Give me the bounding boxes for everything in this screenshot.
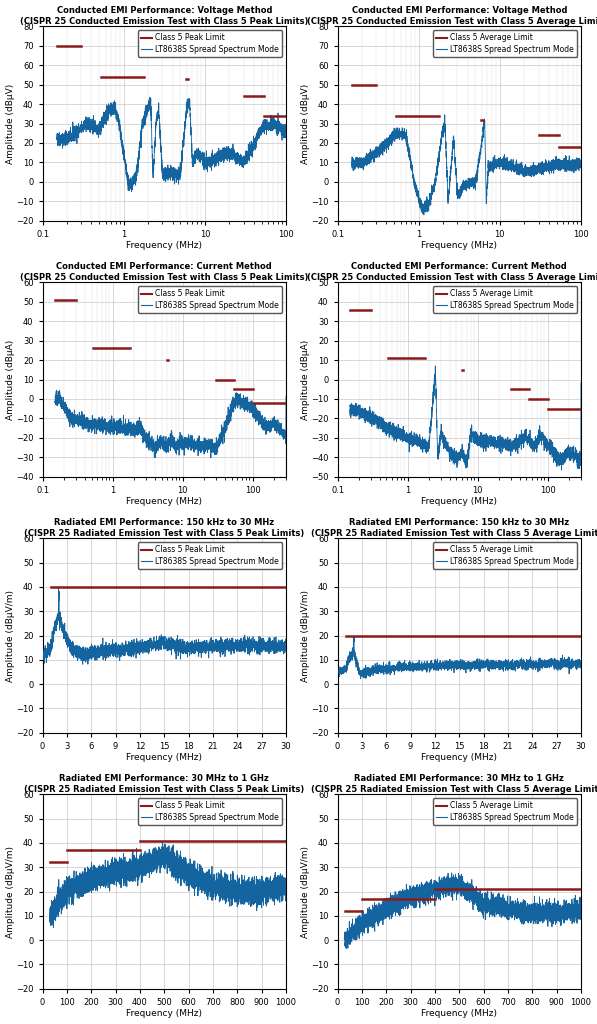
Legend: Class 5 Average Limit, LT8638S Spread Spectrum Mode: Class 5 Average Limit, LT8638S Spread Sp… [433,287,577,312]
Title: Conducted EMI Performance: Voltage Method
(CISPR 25 Conducted Emission Test with: Conducted EMI Performance: Voltage Metho… [307,5,597,26]
Legend: Class 5 Peak Limit, LT8638S Spread Spectrum Mode: Class 5 Peak Limit, LT8638S Spread Spect… [138,543,282,568]
Y-axis label: Amplitude (dBµV): Amplitude (dBµV) [301,83,310,164]
X-axis label: Frequency (MHz): Frequency (MHz) [127,498,202,507]
Title: Conducted EMI Performance: Current Method
(CISPR 25 Conducted Emission Test with: Conducted EMI Performance: Current Metho… [307,261,597,282]
Y-axis label: Amplitude (dBµV/m): Amplitude (dBµV/m) [6,590,15,682]
Title: Radiated EMI Performance: 30 MHz to 1 GHz
(CISPR 25 Radiated Emission Test with : Radiated EMI Performance: 30 MHz to 1 GH… [311,773,597,794]
Title: Radiated EMI Performance: 150 kHz to 30 MHz
(CISPR 25 Radiated Emission Test wit: Radiated EMI Performance: 150 kHz to 30 … [311,517,597,538]
X-axis label: Frequency (MHz): Frequency (MHz) [421,242,497,251]
Y-axis label: Amplitude (dBµV/m): Amplitude (dBµV/m) [301,846,310,938]
Y-axis label: Amplitude (dBµA): Amplitude (dBµA) [300,339,309,420]
Legend: Class 5 Average Limit, LT8638S Spread Spectrum Mode: Class 5 Average Limit, LT8638S Spread Sp… [433,543,577,568]
X-axis label: Frequency (MHz): Frequency (MHz) [127,1010,202,1019]
X-axis label: Frequency (MHz): Frequency (MHz) [421,498,497,507]
Legend: Class 5 Peak Limit, LT8638S Spread Spectrum Mode: Class 5 Peak Limit, LT8638S Spread Spect… [138,31,282,56]
Y-axis label: Amplitude (dBµV): Amplitude (dBµV) [6,83,15,164]
Title: Conducted EMI Performance: Current Method
(CISPR 25 Conducted Emission Test with: Conducted EMI Performance: Current Metho… [20,261,309,282]
Y-axis label: Amplitude (dBµV/m): Amplitude (dBµV/m) [6,846,15,938]
X-axis label: Frequency (MHz): Frequency (MHz) [127,754,202,763]
Title: Conducted EMI Performance: Voltage Method
(CISPR 25 Conducted Emission Test with: Conducted EMI Performance: Voltage Metho… [20,5,309,26]
X-axis label: Frequency (MHz): Frequency (MHz) [127,242,202,251]
Y-axis label: Amplitude (dBµA): Amplitude (dBµA) [5,339,14,420]
Legend: Class 5 Average Limit, LT8638S Spread Spectrum Mode: Class 5 Average Limit, LT8638S Spread Sp… [433,799,577,824]
Legend: Class 5 Average Limit, LT8638S Spread Spectrum Mode: Class 5 Average Limit, LT8638S Spread Sp… [433,31,577,56]
Y-axis label: Amplitude (dBµV/m): Amplitude (dBµV/m) [301,590,310,682]
X-axis label: Frequency (MHz): Frequency (MHz) [421,1010,497,1019]
Legend: Class 5 Peak Limit, LT8638S Spread Spectrum Mode: Class 5 Peak Limit, LT8638S Spread Spect… [138,287,282,312]
Title: Radiated EMI Performance: 150 kHz to 30 MHz
(CISPR 25 Radiated Emission Test wit: Radiated EMI Performance: 150 kHz to 30 … [24,517,304,538]
Legend: Class 5 Peak Limit, LT8638S Spread Spectrum Mode: Class 5 Peak Limit, LT8638S Spread Spect… [138,799,282,824]
Title: Radiated EMI Performance: 30 MHz to 1 GHz
(CISPR 25 Radiated Emission Test with : Radiated EMI Performance: 30 MHz to 1 GH… [24,773,304,794]
X-axis label: Frequency (MHz): Frequency (MHz) [421,754,497,763]
